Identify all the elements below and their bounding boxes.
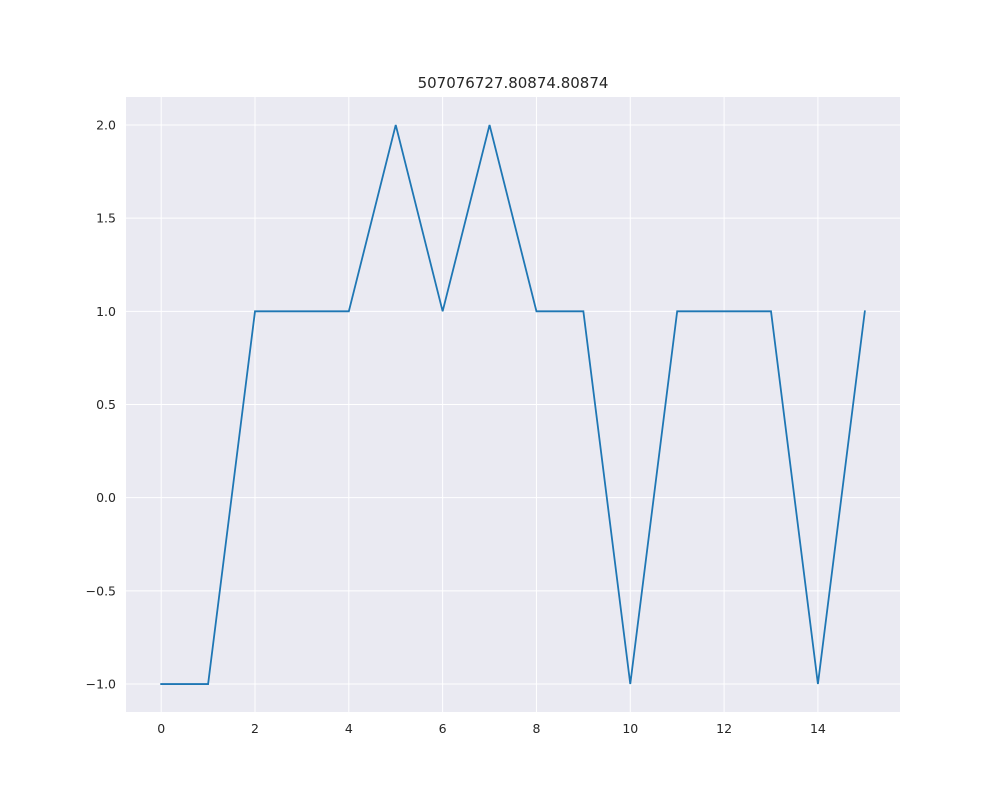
- x-tick-label: 10: [622, 721, 638, 736]
- x-axis-ticks: 0 2 4 6 8 10 12 14: [157, 721, 826, 736]
- y-tick-label: −1.0: [86, 677, 116, 692]
- x-tick-label: 14: [810, 721, 826, 736]
- y-tick-label: 1.5: [96, 211, 116, 226]
- x-tick-label: 8: [532, 721, 540, 736]
- y-axis-ticks: −1.0 −0.5 0.0 0.5 1.0 1.5 2.0: [86, 117, 116, 691]
- y-tick-label: 2.0: [96, 117, 116, 132]
- x-tick-label: 0: [157, 721, 165, 736]
- y-tick-label: 0.0: [96, 490, 116, 505]
- series-line: [160, 124, 866, 685]
- y-tick-label: 1.0: [96, 304, 116, 319]
- y-tick-label: 0.5: [96, 397, 116, 412]
- x-tick-label: 6: [439, 721, 447, 736]
- x-tick-label: 4: [345, 721, 353, 736]
- series-layer: [160, 124, 866, 685]
- x-tick-label: 12: [716, 721, 732, 736]
- y-tick-label: −0.5: [86, 583, 116, 598]
- chart-title: 507076727.80874.80874: [418, 74, 609, 92]
- x-tick-label: 2: [251, 721, 259, 736]
